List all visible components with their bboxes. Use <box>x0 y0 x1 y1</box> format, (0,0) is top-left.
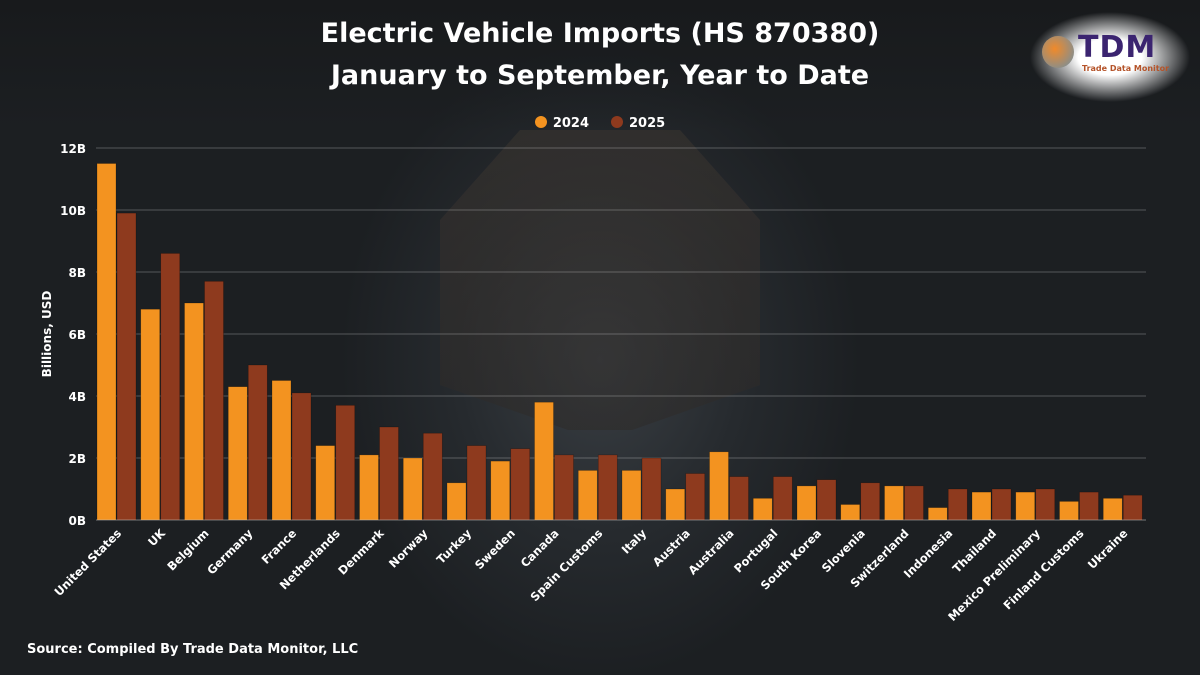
legend-label-2024: 2024 <box>552 116 589 131</box>
bar-2024-finland-customs <box>1059 501 1079 521</box>
bar-2025-thailand <box>991 488 1012 521</box>
bar-2024-netherlands <box>315 445 336 521</box>
x-tick-label: Germany <box>204 526 256 578</box>
tdm-logo: TDM Trade Data Monitor <box>1020 12 1200 112</box>
globe-icon <box>1042 36 1074 68</box>
bar-2024-italy <box>621 470 642 521</box>
source-note: Source: Compiled By Trade Data Monitor, … <box>27 642 359 657</box>
bar-2024-australia <box>709 451 729 521</box>
bar-2024-france <box>271 380 292 521</box>
bar-2025-portugal <box>772 476 793 521</box>
x-tick-label: Italy <box>619 526 650 557</box>
bar-2025-denmark <box>379 426 399 521</box>
y-tick-label: 10B <box>60 204 86 218</box>
bar-2024-belgium <box>184 302 204 521</box>
bar-2024-switzerland <box>884 485 904 521</box>
bar-2025-indonesia <box>947 488 968 521</box>
x-tick-label: Turkey <box>434 526 475 567</box>
bar-2024-ukraine <box>1102 497 1123 521</box>
legend-swatch-2024 <box>534 116 547 128</box>
bar-2024-slovenia <box>840 504 861 521</box>
x-tick-label: UK <box>145 525 169 549</box>
bar-2025-slovenia <box>860 482 881 521</box>
bar-2024-austria <box>665 488 686 521</box>
logo-text: TDM <box>1078 30 1157 65</box>
y-tick-label: 8B <box>69 266 87 280</box>
x-tick-label: France <box>259 526 300 567</box>
bar-2024-united-states <box>96 163 117 521</box>
x-tick-label: Denmark <box>335 526 387 578</box>
bar-2025-spain-customs <box>597 454 618 521</box>
x-tick-label: Australia <box>685 526 736 577</box>
background-fade <box>0 0 1200 130</box>
bar-2024-sweden <box>490 460 511 521</box>
bar-2024-indonesia <box>927 507 948 521</box>
x-tick-label: Sweden <box>472 526 518 572</box>
x-tick-label: Norway <box>386 526 431 571</box>
x-tick-label: Finland Customs <box>1000 526 1086 612</box>
legend-item-2024: 2024 <box>534 116 589 131</box>
chart-subtitle: January to September, Year to Date <box>330 60 870 91</box>
bar-2024-germany <box>227 386 248 521</box>
bar-2024-uk <box>140 308 161 521</box>
chart-title: Electric Vehicle Imports (HS 870380) <box>320 18 880 49</box>
bar-2025-germany <box>247 364 268 521</box>
background-ship-image <box>440 130 760 430</box>
bar-2025-france <box>291 392 312 521</box>
y-tick-label: 2B <box>69 452 87 466</box>
legend-label-2025: 2025 <box>629 116 666 131</box>
x-tick-label: Canada <box>518 526 562 570</box>
bar-2025-belgium <box>204 280 224 521</box>
legend-swatch-2025 <box>611 116 623 128</box>
y-axis-label: Billions, USD <box>40 291 54 378</box>
y-tick-label: 12B <box>60 142 86 156</box>
legend-item-2025: 2025 <box>611 116 665 131</box>
bar-2024-thailand <box>971 491 992 521</box>
y-tick-label: 6B <box>69 328 87 342</box>
bar-2025-switzerland <box>904 485 924 521</box>
bar-2024-canada <box>534 401 554 521</box>
bar-2025-south-korea <box>816 479 837 521</box>
bar-2025-turkey <box>466 445 487 521</box>
y-tick-label: 0B <box>69 514 87 528</box>
bar-2025-ukraine <box>1122 494 1143 521</box>
bar-2024-spain-customs <box>577 470 598 521</box>
bar-2024-denmark <box>359 454 379 521</box>
x-tick-label: Ukraine <box>1085 526 1131 572</box>
bar-2025-canada <box>554 454 574 521</box>
logo-subtitle: Trade Data Monitor <box>1082 64 1170 73</box>
bar-2024-norway <box>402 457 423 521</box>
bar-2025-netherlands <box>335 404 356 521</box>
bar-2025-norway <box>422 432 443 521</box>
bar-2025-italy <box>641 457 662 521</box>
bar-2024-south-korea <box>796 485 817 521</box>
bar-2025-finland-customs <box>1079 491 1099 521</box>
bar-2025-united-states <box>116 212 137 521</box>
y-tick-label: 4B <box>69 390 87 404</box>
bar-2025-australia <box>729 476 749 521</box>
bar-2024-portugal <box>752 497 773 521</box>
bar-2025-sweden <box>510 448 531 521</box>
x-tick-label: Austria <box>650 526 693 569</box>
bar-2025-austria <box>685 473 706 521</box>
bar-2025-mexico-preliminary <box>1035 488 1056 521</box>
bar-2024-mexico-preliminary <box>1015 491 1036 521</box>
bar-2024-turkey <box>446 482 467 521</box>
x-tick-label: United States <box>52 526 125 599</box>
legend: 2024 2025 <box>0 116 1200 131</box>
bar-2025-uk <box>160 253 181 521</box>
